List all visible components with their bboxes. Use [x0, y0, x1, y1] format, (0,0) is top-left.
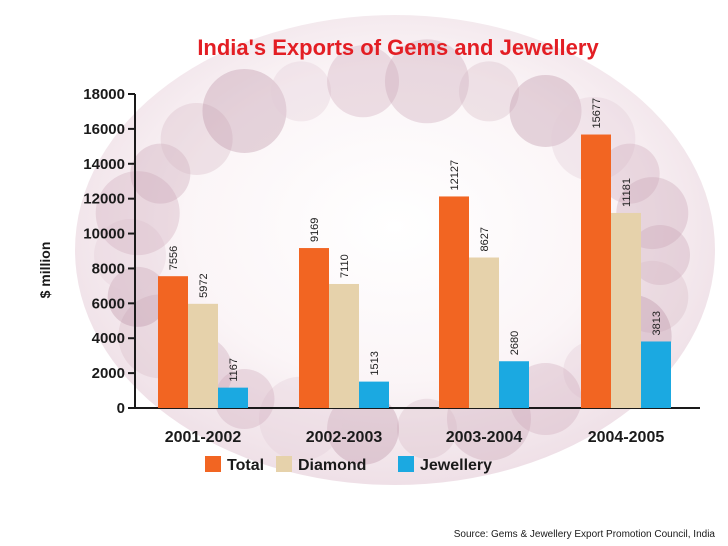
value-label: 1513: [369, 351, 381, 375]
bar-total-2004-2005: [581, 134, 611, 408]
chart-title: India's Exports of Gems and Jewellery: [197, 35, 599, 60]
bar-total-2002-2003: [299, 248, 329, 408]
bar-jewellery-2002-2003: [359, 381, 389, 408]
y-tick-label: 4000: [92, 330, 125, 347]
legend-swatch-total: [205, 456, 221, 472]
bar-total-2001-2002: [158, 276, 188, 408]
y-tick-label: 16000: [83, 121, 125, 138]
value-label: 7110: [339, 254, 351, 278]
bead-decoration: [130, 143, 191, 204]
bar-total-2003-2004: [439, 196, 469, 408]
y-tick-label: 18000: [83, 86, 125, 103]
bead-decoration: [599, 143, 660, 204]
y-tick-label: 2000: [92, 365, 125, 382]
bead-decoration: [630, 225, 690, 285]
y-axis-label: $ million: [37, 242, 53, 299]
legend-label-total: Total: [227, 457, 264, 474]
bead-decoration: [458, 61, 519, 122]
bead-decoration: [327, 392, 400, 465]
bead-decoration: [95, 171, 180, 256]
bead-decoration: [94, 219, 166, 291]
bead-decoration: [509, 74, 582, 147]
category-label: 2004-2005: [588, 429, 665, 446]
source-note: Source: Gems & Jewellery Export Promotio…: [454, 529, 716, 540]
legend: Total Diamond Jewellery: [205, 456, 492, 474]
bar-diamond-2003-2004: [469, 257, 499, 408]
bead-decoration: [107, 266, 168, 327]
legend-swatch-diamond: [276, 456, 292, 472]
y-tick-label: 12000: [83, 191, 125, 208]
bar-diamond-2001-2002: [188, 303, 218, 408]
value-label: 15677: [591, 98, 603, 129]
y-tick-label: 8000: [92, 260, 125, 277]
bars: [158, 134, 671, 408]
value-label: 8627: [479, 227, 491, 251]
legend-label-jewellery: Jewellery: [420, 457, 492, 474]
bead-decoration: [271, 61, 332, 122]
y-ticks: 0 2000 4000 6000 8000 10000 12000 14000 16000 180…: [83, 86, 135, 417]
y-tick-label: 0: [117, 400, 125, 417]
value-label: 9169: [309, 218, 321, 242]
category-label: 2003-2004: [446, 429, 523, 446]
y-tick-label: 14000: [83, 156, 125, 173]
legend-swatch-jewellery: [398, 456, 414, 472]
bar-diamond-2004-2005: [611, 212, 641, 408]
category-label: 2001-2002: [165, 429, 242, 446]
bar-jewellery-2001-2002: [218, 387, 248, 408]
value-label: 7556: [168, 246, 180, 270]
bead-decoration: [160, 102, 233, 175]
bead-decoration: [384, 39, 469, 124]
value-label: 1167: [228, 358, 240, 382]
y-tick-label: 6000: [92, 295, 125, 312]
y-tick-label: 10000: [83, 226, 125, 243]
value-label: 2680: [509, 331, 521, 355]
bead-decoration: [327, 45, 400, 118]
value-label: 11181: [621, 178, 633, 207]
category-labels: 2001-2002 2002-2003 2003-2004 2004-2005: [165, 429, 665, 446]
value-label: 12127: [449, 160, 461, 191]
bar-jewellery-2003-2004: [499, 361, 529, 408]
category-label: 2002-2003: [306, 429, 383, 446]
bead-decoration: [202, 68, 287, 153]
legend-label-diamond: Diamond: [298, 457, 366, 474]
bead-decoration: [396, 398, 457, 459]
value-labels: 7556 5972 1167 9169 7110 1513 12127 8627 2680 156…: [168, 98, 663, 382]
bar-diamond-2002-2003: [329, 283, 359, 408]
value-label: 3813: [651, 311, 663, 335]
bar-jewellery-2004-2005: [641, 341, 671, 408]
beads-background-glow: [75, 15, 715, 485]
value-label: 5972: [198, 273, 210, 297]
